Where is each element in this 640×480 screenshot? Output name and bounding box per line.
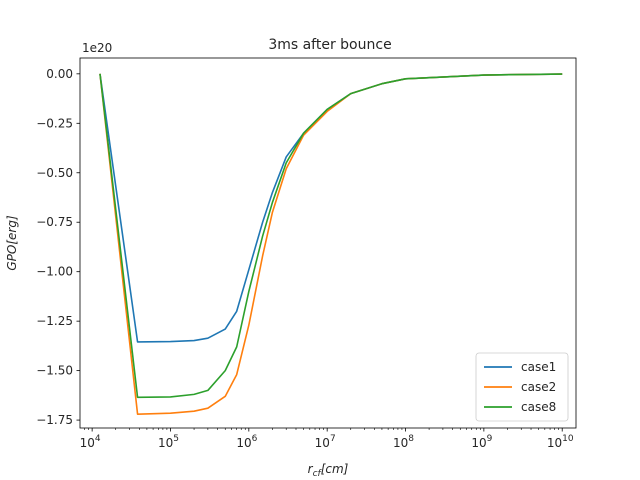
y-tick-label: −1.75	[36, 413, 73, 427]
legend-label-case2: case2	[521, 380, 556, 394]
plot-area	[79, 57, 577, 429]
x-tick-label: 107	[315, 434, 336, 450]
legend-label-case1: case1	[521, 360, 556, 374]
plot-frame	[79, 57, 577, 429]
series-line-case8	[99, 73, 563, 399]
y-tick-label: −0.50	[36, 166, 73, 180]
y-tick-label: 0.00	[46, 67, 73, 81]
series-line-case1	[99, 73, 563, 343]
legend-label-case8: case8	[521, 400, 556, 414]
x-tick-label: 1010	[547, 434, 574, 450]
x-axis-label: rcf[cm]	[308, 462, 349, 479]
x-tick-label: 106	[236, 434, 257, 450]
legend: case1 case2 case8	[475, 352, 569, 422]
chart-title: 3ms after bounce	[268, 37, 391, 53]
y-tick-label: −1.50	[36, 364, 73, 378]
x-tick-label: 109	[471, 434, 492, 450]
y-axis-label: GPO[erg]	[5, 215, 19, 271]
y-axis: 0.00 −0.25 −0.50 −0.75 −1.00 −1.25 −1.50 −1.75	[36, 67, 80, 427]
x-tick-label: 108	[393, 434, 414, 450]
y-tick-label: −1.00	[36, 265, 73, 279]
x-tick-label: 105	[158, 434, 179, 450]
legend-box	[475, 352, 569, 422]
y-offset-label: 1e20	[82, 41, 112, 55]
y-tick-label: −0.75	[36, 215, 73, 229]
y-tick-label: −0.25	[36, 116, 73, 130]
x-axis: 104 105 106 107 108 109 1010	[80, 428, 574, 450]
y-tick-label: −1.25	[36, 314, 73, 328]
x-tick-label: 104	[80, 434, 101, 450]
